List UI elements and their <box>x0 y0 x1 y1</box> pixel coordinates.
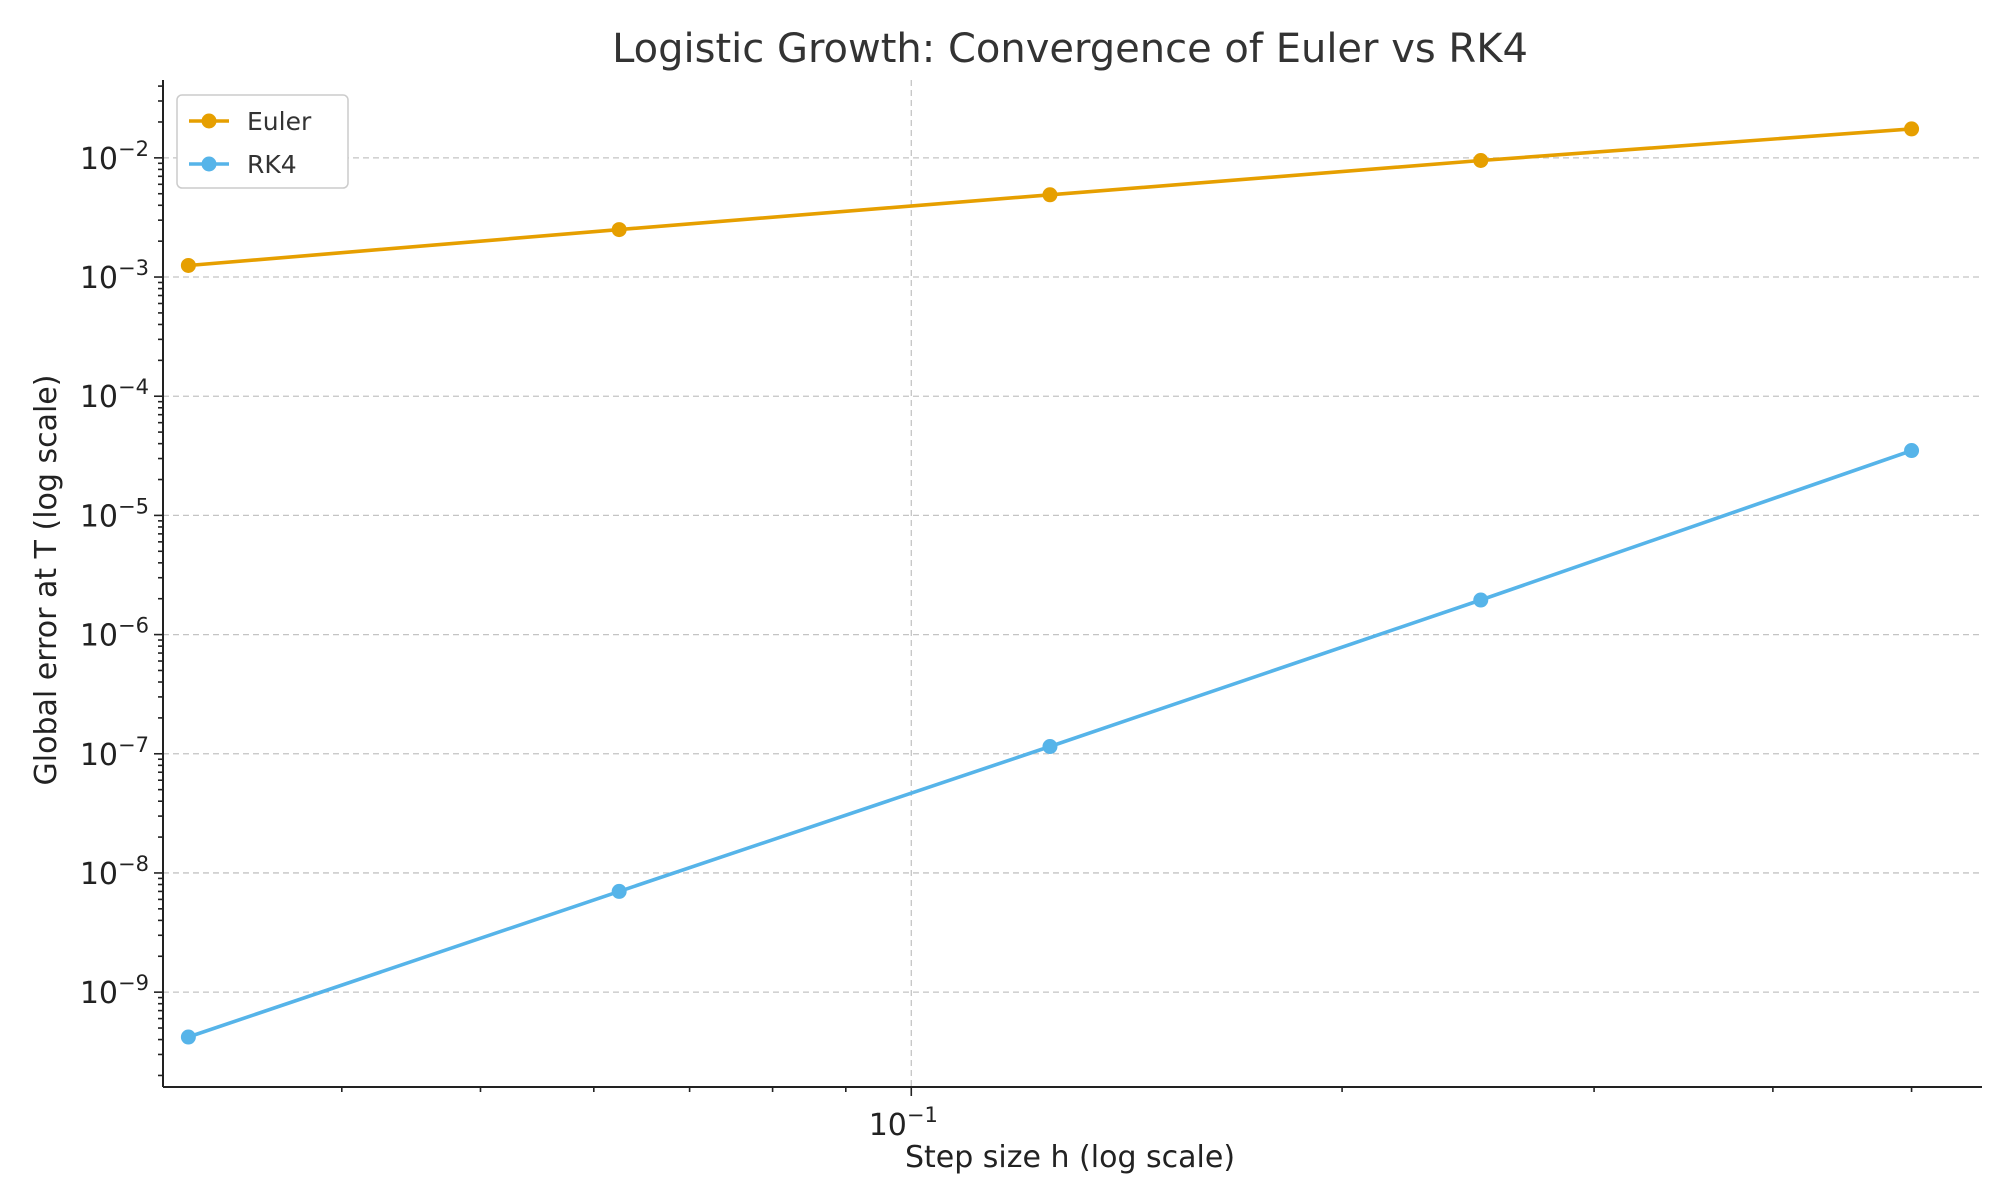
series-euler <box>180 121 1920 273</box>
y-tick-base: 10 <box>80 619 118 654</box>
y-tick-label: 10−5 <box>80 494 149 534</box>
grid-lines <box>163 80 1982 1087</box>
data-point-euler <box>180 257 196 273</box>
y-tick-exponent: −5 <box>118 494 149 518</box>
data-point-euler <box>1904 121 1920 137</box>
y-tick-label: 10−8 <box>80 852 149 892</box>
legend-label-rk4: RK4 <box>247 150 297 179</box>
y-tick-label: 10−7 <box>80 733 149 773</box>
y-tick-label: 10−6 <box>80 614 149 654</box>
y-tick-label: 10−3 <box>80 256 149 296</box>
y-tick-exponent: −6 <box>118 614 149 638</box>
data-point-euler <box>611 222 627 238</box>
x-axis-label: Step size h (log scale) <box>905 1140 1235 1175</box>
legend-swatch-marker <box>201 156 217 172</box>
y-tick-label: 10−2 <box>80 137 149 177</box>
legend-swatch-marker <box>201 113 217 129</box>
y-tick-base: 10 <box>80 499 118 534</box>
y-tick-exponent: −2 <box>118 137 149 161</box>
y-tick-exponent: −9 <box>118 971 149 995</box>
y-tick-base: 10 <box>80 261 118 296</box>
data-point-euler <box>1473 153 1489 169</box>
x-tick-exponent: −1 <box>907 1103 938 1127</box>
legend: Euler RK4 <box>176 94 349 189</box>
y-tick-exponent: −4 <box>118 375 149 399</box>
y-axis-label: Global error at T (log scale) <box>29 375 64 786</box>
series-rk4 <box>180 443 1920 1045</box>
data-point-rk4 <box>1042 739 1058 755</box>
data-point-rk4 <box>1904 443 1920 459</box>
axes: 10−910−810−710−610−510−410−310−210−1 <box>80 80 1982 1143</box>
y-tick-base: 10 <box>80 142 118 177</box>
data-point-euler <box>1042 187 1058 203</box>
y-tick-label: 10−9 <box>80 971 149 1011</box>
chart-title: Logistic Growth: Convergence of Euler vs… <box>612 26 1528 72</box>
y-tick-exponent: −8 <box>118 852 149 876</box>
x-tick-label: 10−1 <box>869 1103 938 1143</box>
data-series <box>180 121 1920 1045</box>
y-tick-label: 10−4 <box>80 375 149 415</box>
x-tick-base: 10 <box>869 1108 907 1143</box>
y-tick-base: 10 <box>80 976 118 1011</box>
y-tick-exponent: −7 <box>118 733 149 757</box>
y-tick-base: 10 <box>80 857 118 892</box>
data-point-rk4 <box>611 883 627 899</box>
y-tick-exponent: −3 <box>118 256 149 280</box>
y-tick-base: 10 <box>80 738 118 773</box>
legend-label-euler: Euler <box>247 107 312 136</box>
y-tick-base: 10 <box>80 380 118 415</box>
data-point-rk4 <box>1473 592 1489 608</box>
data-point-rk4 <box>180 1029 196 1045</box>
